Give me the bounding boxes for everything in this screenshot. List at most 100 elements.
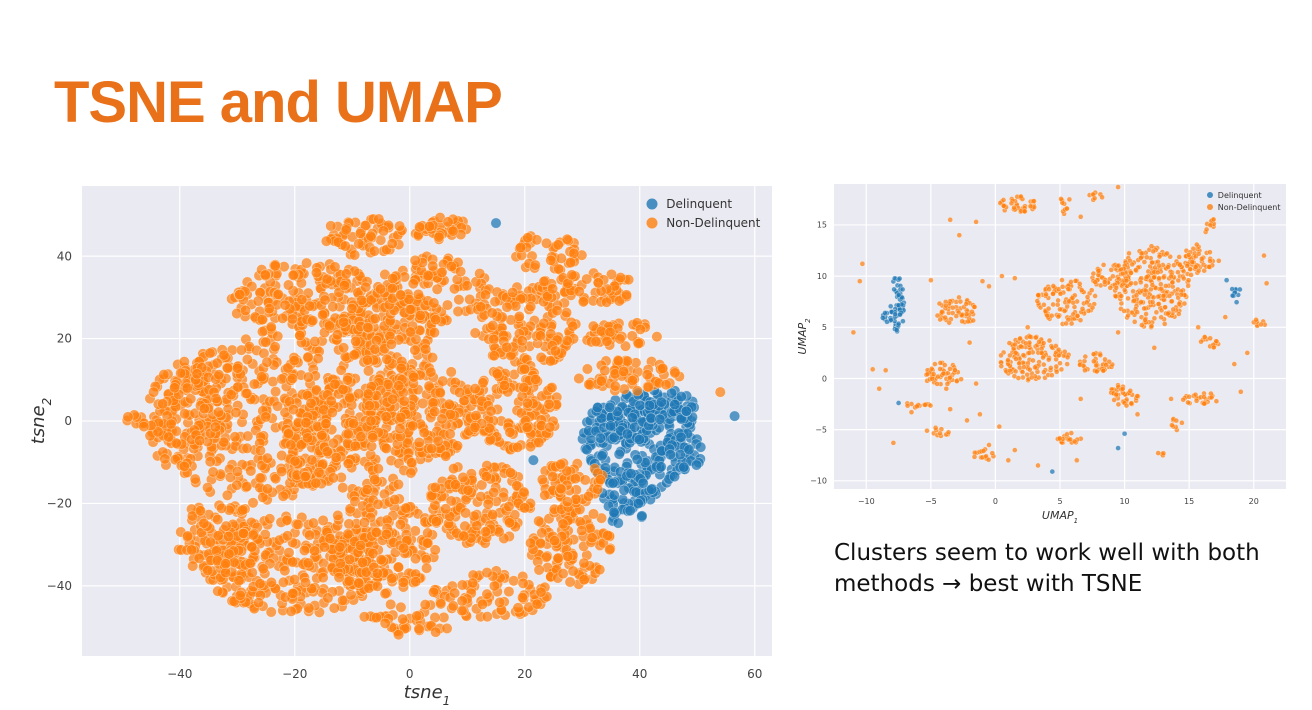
data-point xyxy=(1210,216,1217,223)
data-point xyxy=(342,458,354,470)
data-point xyxy=(385,598,397,610)
data-point xyxy=(1038,350,1045,356)
data-point xyxy=(257,326,269,338)
data-point xyxy=(318,541,330,553)
data-point xyxy=(409,254,421,266)
data-point xyxy=(398,542,410,554)
data-point xyxy=(1006,340,1013,346)
data-point xyxy=(443,398,455,410)
data-point xyxy=(300,417,312,429)
data-point xyxy=(1080,362,1087,369)
data-point xyxy=(281,530,293,542)
data-point xyxy=(1213,398,1220,404)
data-point xyxy=(365,415,377,427)
data-point xyxy=(924,427,930,434)
data-point xyxy=(310,267,322,279)
data-point xyxy=(369,313,381,325)
data-point xyxy=(204,456,216,468)
data-point xyxy=(1210,344,1217,351)
data-point xyxy=(456,595,468,607)
data-point xyxy=(440,503,452,515)
data-point xyxy=(904,402,911,409)
data-point xyxy=(540,237,552,249)
data-point xyxy=(1193,241,1200,248)
data-point xyxy=(412,288,424,300)
data-point xyxy=(1168,396,1174,402)
data-point xyxy=(350,335,362,347)
umap-legend-label: Delinquent xyxy=(1218,191,1262,200)
data-point xyxy=(577,296,589,308)
data-point xyxy=(1041,369,1047,375)
data-point xyxy=(428,327,440,339)
data-point xyxy=(590,336,602,348)
data-point xyxy=(1201,334,1208,340)
data-point xyxy=(582,490,594,502)
data-point xyxy=(985,456,992,463)
umap-x-tick-label: 5 xyxy=(1057,497,1062,506)
data-point xyxy=(328,602,340,614)
data-point xyxy=(413,623,425,635)
data-point xyxy=(481,611,493,623)
data-point xyxy=(626,412,638,424)
data-point xyxy=(1028,374,1035,381)
data-point xyxy=(298,544,310,556)
data-point xyxy=(1059,277,1065,283)
data-point xyxy=(581,444,593,456)
data-point xyxy=(620,289,632,301)
data-point xyxy=(1231,361,1238,367)
data-point xyxy=(544,421,556,433)
data-point xyxy=(386,238,398,250)
data-point xyxy=(449,587,461,599)
data-point xyxy=(939,309,945,315)
data-point xyxy=(301,257,313,269)
data-point xyxy=(359,220,371,232)
data-point xyxy=(546,382,558,394)
data-point xyxy=(634,323,646,335)
tsne-legend-label: Non-Delinquent xyxy=(666,216,760,230)
umap-legend-marker xyxy=(1207,192,1213,198)
data-point xyxy=(254,578,266,590)
data-point xyxy=(276,373,288,385)
data-point xyxy=(859,261,866,267)
data-point xyxy=(305,397,317,409)
data-point xyxy=(1024,324,1031,331)
data-point xyxy=(1180,396,1187,403)
data-point xyxy=(1149,259,1156,266)
data-point xyxy=(498,379,510,391)
tsne-legend-label: Delinquent xyxy=(666,197,732,211)
data-point xyxy=(436,266,448,278)
data-point xyxy=(636,510,648,522)
data-point xyxy=(337,482,349,494)
data-point xyxy=(1160,274,1167,281)
data-point xyxy=(567,565,579,577)
data-point xyxy=(464,293,476,305)
data-point xyxy=(394,423,406,435)
data-point xyxy=(414,310,426,322)
data-point xyxy=(302,432,314,444)
data-point xyxy=(427,260,439,272)
data-point xyxy=(942,314,948,321)
data-point xyxy=(165,418,177,430)
umap-x-tick-label: 0 xyxy=(993,497,998,506)
data-point xyxy=(282,428,294,440)
data-point xyxy=(1134,393,1141,399)
data-point xyxy=(592,402,604,414)
data-point xyxy=(285,439,297,451)
data-point xyxy=(539,489,551,501)
data-point xyxy=(501,341,513,353)
data-point xyxy=(322,592,334,604)
data-point xyxy=(234,289,246,301)
data-point xyxy=(1115,329,1121,336)
data-point xyxy=(256,314,268,326)
data-point xyxy=(1169,422,1175,428)
data-point xyxy=(1127,388,1134,394)
data-point xyxy=(633,433,645,445)
data-point xyxy=(892,311,898,318)
data-point xyxy=(229,431,241,443)
data-point xyxy=(946,319,952,326)
data-point xyxy=(265,576,277,588)
data-point xyxy=(369,343,381,355)
data-point xyxy=(595,412,607,424)
data-point xyxy=(929,376,935,382)
data-point xyxy=(319,294,331,306)
